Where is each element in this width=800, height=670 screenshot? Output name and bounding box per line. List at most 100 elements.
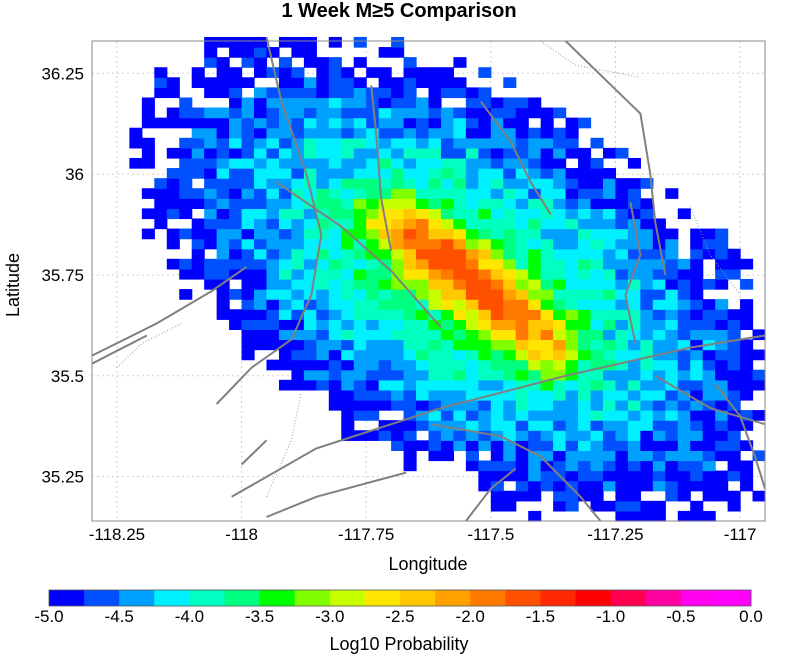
heatmap-cell — [478, 389, 492, 401]
heatmap-cell — [266, 117, 280, 129]
heatmap-cell — [316, 77, 330, 88]
heatmap-cell — [328, 218, 342, 230]
x-axis-ticks: -118.25 -118 -117.75 -117.5 -117.25 -117 — [89, 525, 757, 544]
heatmap-cell — [665, 470, 679, 482]
fault-trace — [370, 85, 393, 251]
heatmap-cell — [216, 117, 230, 129]
heatmap-cell — [740, 339, 754, 351]
heatmap-cell — [291, 168, 305, 179]
heatmap-cell — [241, 238, 255, 250]
heatmap-cell — [391, 47, 405, 58]
heatmap-cell — [640, 379, 654, 391]
heatmap-cell — [677, 268, 691, 280]
heatmap-cell — [303, 218, 317, 230]
heatmap-cell — [440, 188, 455, 199]
heatmap-cell — [715, 268, 729, 280]
heatmap-cell — [640, 238, 654, 250]
heatmap-cell — [316, 188, 330, 199]
heatmap-cell — [677, 258, 691, 270]
colorbar-swatch — [645, 590, 682, 606]
heatmap-cell — [366, 178, 380, 189]
heatmap-cell — [640, 450, 654, 462]
heatmap-cell — [141, 97, 155, 109]
heatmap-cell — [266, 157, 280, 169]
heatmap-cell — [640, 420, 654, 431]
heatmap-cell — [353, 268, 367, 280]
heatmap-cell — [565, 329, 579, 341]
heatmap-cell — [403, 319, 417, 331]
heatmap-cell — [403, 410, 417, 421]
heatmap-cell — [715, 319, 729, 331]
heatmap-cell — [278, 67, 293, 78]
heatmap-cell — [590, 399, 604, 411]
heatmap-cell — [515, 218, 529, 230]
heatmap-cell — [627, 208, 641, 220]
heatmap-cell — [565, 470, 579, 482]
heatmap-cell — [540, 359, 554, 371]
heatmap-cell — [627, 268, 641, 280]
heatmap-cell — [602, 178, 617, 189]
heatmap-cell — [665, 430, 679, 441]
heatmap-cell — [453, 379, 467, 391]
heatmap-cell — [553, 157, 567, 169]
heatmap-cell — [191, 248, 205, 260]
heatmap-cell — [677, 299, 691, 310]
heatmap-cell — [378, 248, 392, 260]
heatmap-cell — [341, 178, 355, 189]
heatmap-cell — [465, 339, 479, 351]
heatmap-cell — [578, 238, 592, 250]
heatmap-cell — [578, 410, 592, 421]
heatmap-cell — [727, 389, 741, 401]
heatmap-cell — [291, 208, 305, 220]
heatmap-cell — [515, 399, 529, 411]
heatmap-cell — [677, 369, 691, 381]
heatmap-cell — [241, 198, 255, 209]
heatmap-cell — [690, 248, 704, 260]
heatmap-cell — [540, 450, 554, 462]
heatmap-cell — [478, 410, 492, 421]
heatmap-cell — [740, 258, 754, 270]
heatmap-cell — [540, 339, 554, 351]
heatmap-cell — [391, 178, 405, 189]
colorbar-tick-label: -3.0 — [315, 607, 344, 626]
heatmap-cell — [216, 147, 230, 159]
heatmap-cell — [478, 319, 492, 331]
heatmap-cell — [615, 178, 629, 189]
heatmap-cell — [403, 208, 417, 220]
heatmap-cell — [278, 349, 293, 361]
heatmap-cell — [565, 289, 579, 300]
heatmap-cell — [428, 258, 442, 270]
heatmap-cell — [378, 339, 392, 351]
heatmap-cell — [652, 359, 666, 371]
heatmap-cell — [615, 329, 629, 341]
heatmap-cell — [578, 349, 592, 361]
heatmap-cell — [640, 510, 654, 522]
heatmap-cell — [166, 77, 180, 88]
heatmap-cell — [640, 299, 654, 310]
heatmap-cell — [403, 137, 417, 149]
heatmap-cell — [341, 168, 355, 179]
heatmap-cell — [553, 319, 567, 331]
heatmap-cell — [316, 107, 330, 119]
heatmap-cell — [241, 47, 255, 58]
colorbar-tick-label: -0.5 — [666, 607, 695, 626]
heatmap-cell — [702, 470, 716, 482]
heatmap-cell — [590, 490, 604, 502]
heatmap-cell — [278, 77, 293, 88]
heatmap-cell — [528, 389, 542, 401]
heatmap-cell — [640, 470, 654, 482]
heatmap-cell — [702, 278, 716, 290]
heatmap-cell — [328, 97, 342, 109]
heatmap-cell — [515, 440, 529, 452]
heatmap-cell — [490, 147, 504, 159]
heatmap-cell — [391, 248, 405, 260]
heatmap-cell — [465, 349, 479, 361]
heatmap-cell — [665, 228, 679, 240]
heatmap-cell — [166, 228, 180, 240]
heatmap-cell — [353, 299, 367, 310]
heatmap-cell — [229, 77, 243, 88]
heatmap-cell — [602, 218, 617, 230]
heatmap-cell — [478, 379, 492, 391]
heatmap-cell — [553, 379, 567, 391]
heatmap-cell — [328, 147, 342, 159]
